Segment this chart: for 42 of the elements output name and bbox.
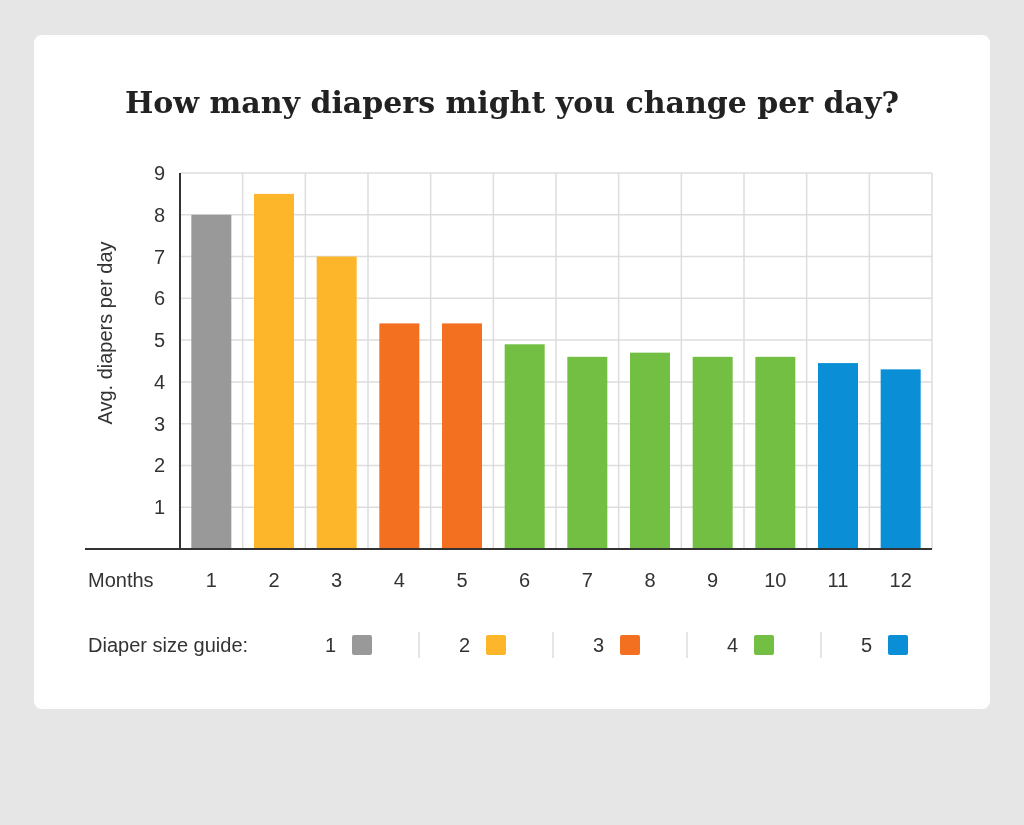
bar bbox=[567, 356, 608, 549]
x-tick-label: 7 bbox=[581, 569, 593, 591]
legend-label: 3 bbox=[593, 634, 605, 656]
x-tick-label: 5 bbox=[456, 569, 468, 591]
legend-label: 2 bbox=[459, 634, 471, 656]
x-tick-label: 1 bbox=[205, 569, 217, 591]
x-tick-label: 12 bbox=[889, 569, 912, 591]
x-tick-label: 2 bbox=[268, 569, 280, 591]
y-tick-label: 5 bbox=[153, 329, 165, 352]
x-tick-label: 11 bbox=[827, 569, 849, 591]
bar bbox=[755, 356, 796, 549]
bar bbox=[880, 369, 921, 549]
y-tick-label: 3 bbox=[153, 412, 165, 435]
x-tick-label: 9 bbox=[707, 569, 719, 591]
legend-label: 1 bbox=[325, 634, 337, 656]
y-tick-label: 7 bbox=[153, 245, 165, 268]
legend-title: Diaper size guide: bbox=[88, 634, 249, 656]
bar bbox=[191, 214, 232, 549]
x-tick-label: 10 bbox=[764, 569, 787, 591]
y-axis-title: Avg. diapers per day bbox=[94, 241, 116, 425]
x-tick-label: 8 bbox=[644, 569, 656, 591]
legend-label: 4 bbox=[727, 634, 739, 656]
bar bbox=[316, 256, 357, 549]
bar bbox=[630, 352, 670, 549]
y-tick-label: 8 bbox=[153, 203, 165, 226]
bar bbox=[254, 193, 294, 549]
y-tick-label: 9 bbox=[153, 162, 165, 184]
bar bbox=[818, 363, 858, 549]
y-tick-label: 1 bbox=[153, 496, 165, 519]
x-tick-label: 3 bbox=[331, 569, 343, 591]
y-tick-label: 4 bbox=[153, 370, 165, 393]
legend-label: 5 bbox=[861, 634, 873, 656]
x-tick-label: 4 bbox=[393, 569, 405, 591]
bar bbox=[379, 323, 420, 549]
chart-title: How many diapers might you change per day? bbox=[124, 85, 900, 120]
y-tick-label: 6 bbox=[153, 287, 165, 310]
y-tick-label: 2 bbox=[153, 454, 165, 477]
x-axis-title: Months bbox=[88, 569, 154, 591]
x-tick-label: 6 bbox=[519, 569, 531, 591]
bar bbox=[692, 356, 733, 549]
bar bbox=[504, 344, 545, 549]
bar bbox=[442, 323, 482, 549]
